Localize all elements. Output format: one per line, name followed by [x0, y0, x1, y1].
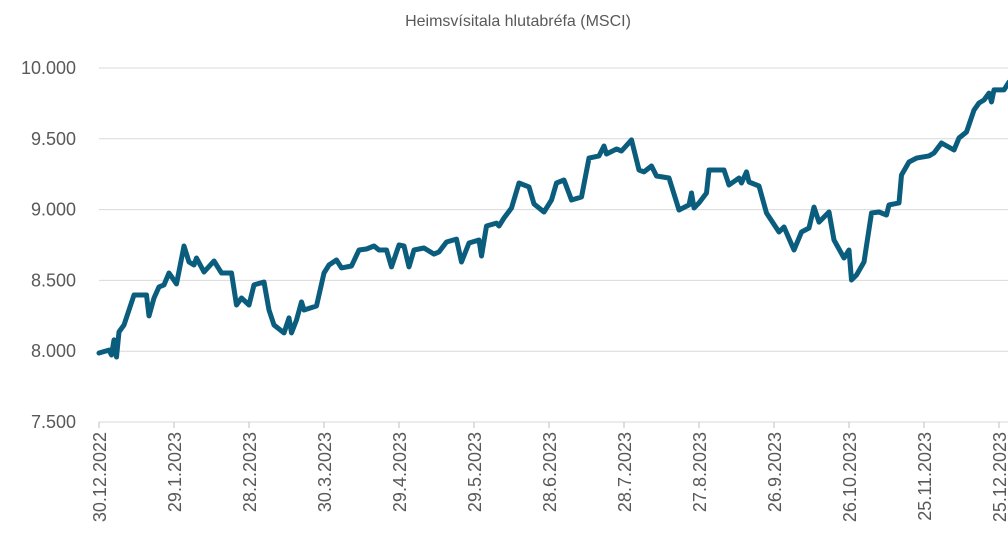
y-tick-label: 8.500: [31, 270, 76, 290]
line-series: [96, 79, 1008, 360]
x-tick-label: 28.2.2023: [240, 432, 260, 512]
x-tick-label: 27.8.2023: [690, 432, 710, 512]
y-tick-label: 10.000: [21, 58, 76, 78]
y-tick-label: 8.000: [31, 341, 76, 361]
y-tick-label: 9.500: [31, 129, 76, 149]
x-tick-label: 25.12.2023: [990, 432, 1008, 522]
y-tick-label: 9.000: [31, 200, 76, 220]
x-tick-label: 30.12.2022: [90, 432, 110, 522]
x-tick-label: 29.5.2023: [465, 432, 485, 512]
x-tick-label: 26.9.2023: [765, 432, 785, 512]
y-tick-label: 7.500: [31, 412, 76, 432]
x-tick-label: 30.3.2023: [315, 432, 335, 512]
x-tick-label: 28.7.2023: [615, 432, 635, 512]
x-tick-label: 29.4.2023: [390, 432, 410, 512]
x-tick-label: 26.10.2023: [840, 432, 860, 522]
x-tick-label: 28.6.2023: [540, 432, 560, 512]
x-tick-label: 29.1.2023: [165, 432, 185, 512]
chart-title: Heimsvísitala hlutabréfa (MSCI): [405, 13, 631, 30]
x-tick-label: 25.11.2023: [915, 432, 935, 521]
